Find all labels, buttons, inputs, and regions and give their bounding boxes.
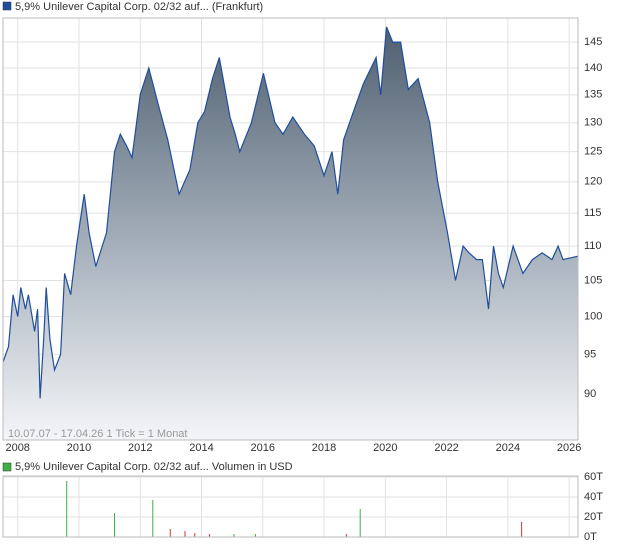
y-tick-label: 125 xyxy=(584,146,602,158)
y-tick-label: 90 xyxy=(584,388,596,400)
plot-frame xyxy=(2,17,579,441)
legend-label: 5,9% Unilever Capital Corp. 02/32 auf...… xyxy=(15,1,263,13)
y-tick-label: 115 xyxy=(584,207,602,219)
y-tick-label: 0T xyxy=(584,531,597,543)
y-tick-label: 130 xyxy=(584,117,602,129)
y-tick-label: 40T xyxy=(584,491,603,503)
x-tick-label: 2018 xyxy=(312,442,336,454)
y-tick-label: 135 xyxy=(584,89,602,101)
x-tick-label: 2012 xyxy=(128,442,152,454)
x-tick-label: 2020 xyxy=(373,442,397,454)
x-tick-label: 2008 xyxy=(5,442,29,454)
y-tick-label: 60T xyxy=(584,471,603,483)
x-tick-label: 2026 xyxy=(557,442,581,454)
y-tick-label: 140 xyxy=(584,62,602,74)
area-fill xyxy=(3,26,578,441)
note: 10.07.07 - 17.04.26 1 Tick = 1 Monat xyxy=(8,428,187,440)
y-tick-label: 105 xyxy=(584,274,602,286)
plot-frame xyxy=(2,475,579,538)
legend-label: 5,9% Unilever Capital Corp. 02/32 auf...… xyxy=(15,461,293,473)
price-line xyxy=(2,26,579,399)
y-tick-label: 20T xyxy=(584,511,603,523)
y-tick-label: 100 xyxy=(584,310,602,322)
x-tick-label: 2014 xyxy=(189,442,213,454)
x-tick-label: 2010 xyxy=(67,442,91,454)
y-tick-label: 145 xyxy=(584,36,602,48)
x-tick-label: 2024 xyxy=(496,442,520,454)
y-tick-label: 120 xyxy=(584,176,602,188)
y-tick-label: 110 xyxy=(584,240,602,252)
x-tick-label: 2016 xyxy=(251,442,275,454)
y-tick-label: 95 xyxy=(584,348,596,360)
legend-swatch xyxy=(2,462,12,472)
x-tick-label: 2022 xyxy=(434,442,458,454)
legend-swatch xyxy=(2,1,12,11)
